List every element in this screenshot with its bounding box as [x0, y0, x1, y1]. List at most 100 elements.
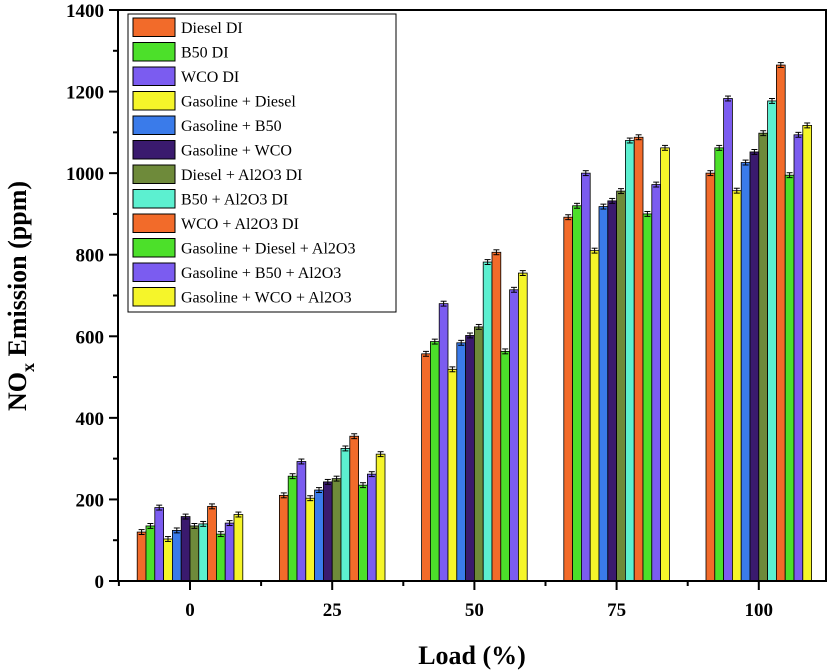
- y-axis-title-rest: Emission (ppm): [3, 181, 32, 363]
- y-axis-title-subscript: x: [18, 363, 38, 372]
- x-axis: 0 25 50 75 100: [117, 581, 774, 621]
- bar: [616, 190, 626, 582]
- x-tick-label: 0: [185, 600, 195, 621]
- bar: [740, 162, 751, 582]
- bar: [732, 190, 742, 582]
- bars-layer: [136, 62, 812, 582]
- bar: [607, 200, 617, 582]
- bar: [456, 342, 466, 582]
- y-axis-title-main: NO: [3, 372, 32, 411]
- legend-swatch: [132, 287, 176, 307]
- bar: [509, 289, 519, 582]
- legend-label: WCO + Al2O3 DI: [181, 216, 299, 233]
- bar: [154, 507, 165, 582]
- legend-swatch: [132, 238, 176, 258]
- legend-swatch: [132, 66, 176, 86]
- y-tick-label: 0: [95, 572, 105, 593]
- legend-swatch: [132, 91, 176, 111]
- legend-label: WCO DI: [181, 69, 239, 86]
- legend-swatch: [132, 213, 176, 233]
- bar: [278, 494, 289, 582]
- legend-label: Diesel DI: [181, 20, 243, 37]
- y-tick-label: 1000: [66, 164, 104, 185]
- bar: [314, 489, 324, 582]
- bar: [429, 341, 440, 582]
- bar: [366, 473, 377, 582]
- bar: [224, 522, 235, 582]
- x-tick-label: 75: [607, 600, 626, 621]
- legend-label: B50 DI: [181, 45, 229, 62]
- bar: [171, 530, 182, 582]
- bar: [491, 251, 502, 582]
- bar: [660, 147, 670, 582]
- bar: [767, 100, 777, 582]
- legend-swatch: [132, 189, 176, 209]
- bar: [776, 64, 786, 582]
- bar: [215, 533, 226, 582]
- bar: [349, 435, 359, 582]
- bar: [287, 475, 298, 582]
- legend-swatch: [132, 17, 176, 37]
- bar: [358, 484, 368, 582]
- bar: [572, 205, 582, 582]
- bar: [500, 350, 510, 582]
- legend-label: Gasoline + WCO + Al2O3: [181, 290, 352, 307]
- y-tick-label: 200: [76, 490, 105, 511]
- bar: [784, 174, 795, 582]
- x-axis-title: Load (%): [418, 641, 526, 670]
- bar: [438, 303, 449, 582]
- bar: [296, 461, 307, 582]
- x-tick-label: 50: [465, 600, 484, 621]
- bar: [749, 151, 760, 582]
- y-axis-title: NOx Emission (ppm): [3, 181, 38, 411]
- bar: [482, 261, 493, 582]
- legend: Diesel DI B50 DI WCO DI Gasoline + Diesel Ga…: [127, 13, 397, 313]
- legend-swatch: [132, 115, 176, 135]
- bar: [447, 368, 458, 582]
- legend-box: [127, 13, 397, 313]
- bar: [705, 172, 716, 582]
- legend-swatch: [132, 262, 176, 282]
- legend-swatch: [132, 140, 176, 160]
- bar: [233, 514, 244, 582]
- legend-label: Gasoline + Diesel + Al2O3: [181, 241, 355, 258]
- bar: [723, 98, 733, 582]
- bar: [589, 250, 600, 582]
- y-tick-label: 1200: [66, 83, 104, 104]
- bar: [642, 213, 653, 582]
- bar: [598, 206, 609, 582]
- legend-label: Gasoline + Diesel: [181, 94, 296, 111]
- bar: [331, 478, 342, 582]
- bar: [473, 326, 484, 582]
- bar: [581, 172, 591, 582]
- legend-swatch: [132, 42, 176, 62]
- bar: [207, 505, 217, 582]
- x-tick-label: 25: [323, 600, 342, 621]
- bar: [375, 453, 386, 582]
- legend-label: Diesel + Al2O3 DI: [181, 167, 302, 184]
- y-tick-label: 600: [76, 327, 105, 348]
- bar: [625, 140, 635, 582]
- bar: [305, 497, 315, 582]
- y-tick-label: 800: [76, 246, 105, 267]
- legend-label: Gasoline + WCO: [181, 143, 292, 160]
- bar: [758, 132, 768, 582]
- bar: [189, 525, 200, 582]
- bar: [198, 523, 209, 582]
- bar: [465, 335, 475, 582]
- bar: [136, 531, 147, 582]
- x-tick-label: 100: [745, 600, 774, 621]
- y-axis: 0 200 400 600 800 1000 1200 1400: [66, 1, 118, 593]
- bar: [518, 272, 528, 582]
- legend-swatch: [132, 164, 176, 184]
- bar: [180, 516, 191, 582]
- bar: [633, 136, 644, 582]
- bar: [421, 353, 431, 582]
- bar: [714, 147, 724, 582]
- bar: [340, 448, 351, 582]
- y-tick-label: 1400: [66, 1, 104, 22]
- bar: [651, 184, 661, 582]
- bar: [802, 125, 812, 582]
- legend-label: Gasoline + B50 + Al2O3: [181, 265, 341, 282]
